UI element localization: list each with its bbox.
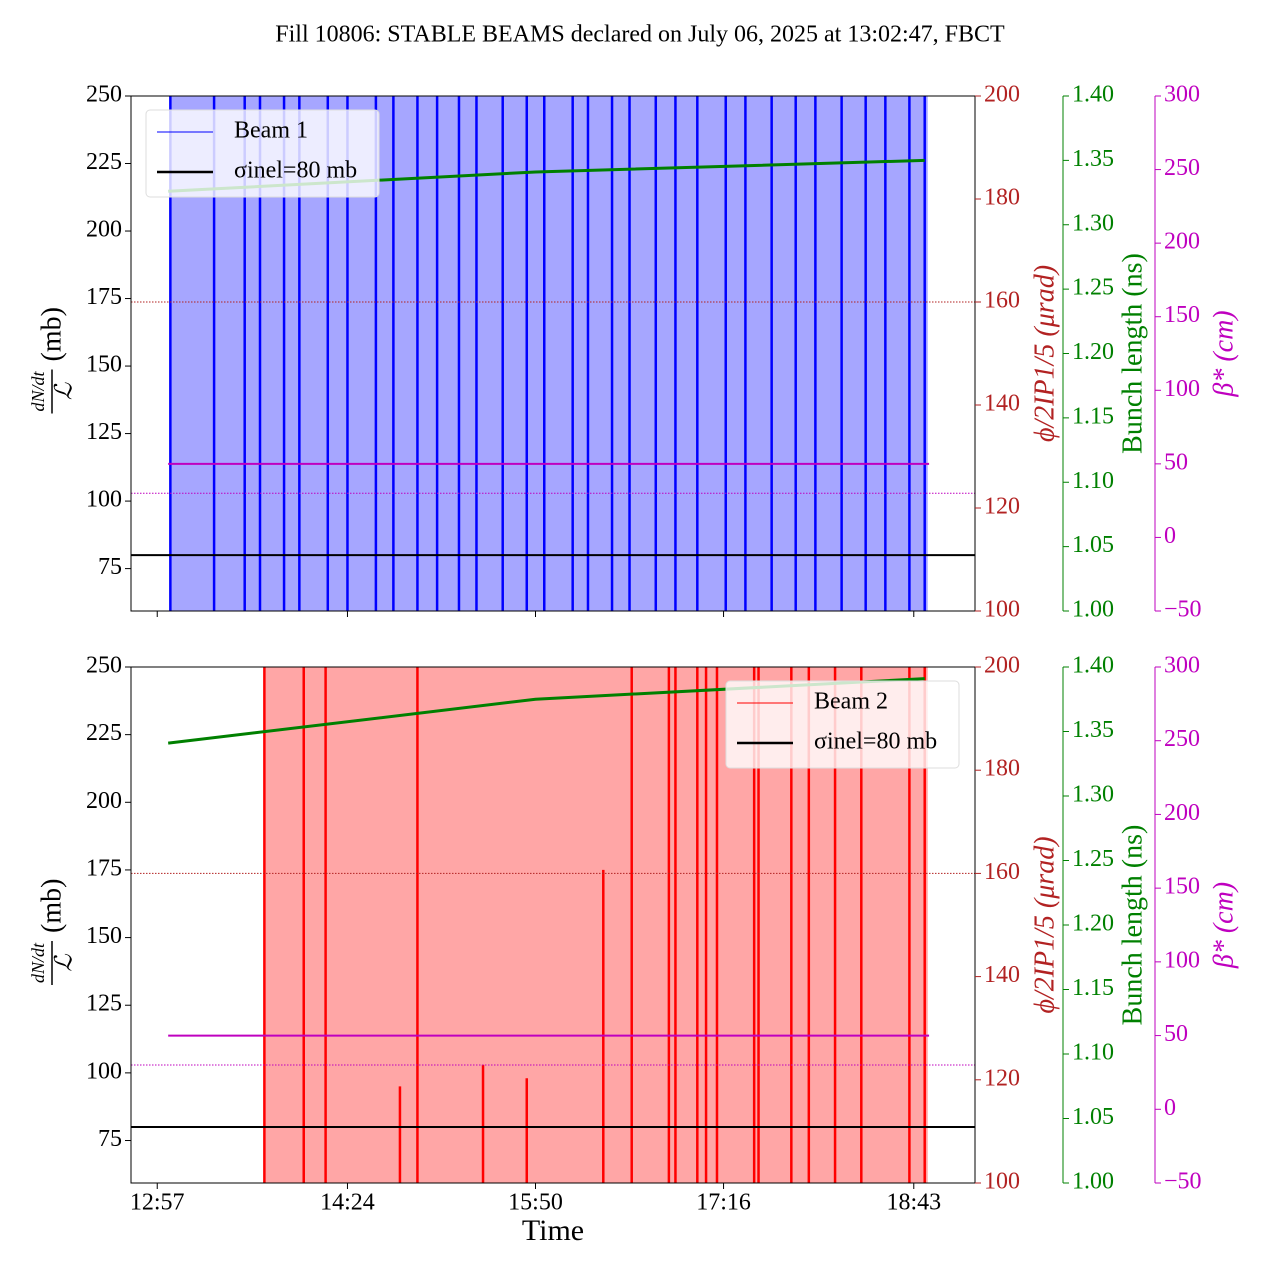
chart-title: Fill 10806: STABLE BEAMS declared on Jul… — [275, 22, 1005, 48]
legend-label: σinel=80 mb — [234, 158, 357, 184]
y-tick-label: 1.30 — [1072, 782, 1114, 808]
y-tick-label: 180 — [984, 185, 1020, 211]
y-tick-label: 125 — [86, 991, 122, 1017]
y-label-numerator: dN/dt — [28, 942, 48, 983]
y-tick-label: 160 — [984, 859, 1020, 885]
y-tick-label: 200 — [984, 653, 1020, 679]
y-label-denominator: ℒ — [52, 382, 78, 400]
y-tick-label: 1.05 — [1072, 532, 1114, 558]
y-tick-label: 1.15 — [1072, 975, 1114, 1001]
y-tick-label: 120 — [984, 1065, 1020, 1091]
legend-label: Beam 1 — [234, 118, 308, 144]
y-tick-label: 1.25 — [1072, 275, 1114, 301]
y-tick-label: 125 — [86, 419, 122, 445]
y-tick-label: 1.20 — [1072, 339, 1114, 365]
y-tick-label: 1.20 — [1072, 911, 1114, 937]
y-tick-label: 100 — [1164, 947, 1200, 973]
y-tick-label: 150 — [86, 352, 122, 378]
y-tick-label: −50 — [1164, 597, 1202, 623]
y-tick-label: 100 — [86, 487, 122, 513]
y-tick-label: 250 — [86, 653, 122, 679]
x-tick-label: 15:50 — [508, 1190, 563, 1216]
y-tick-label: 120 — [984, 494, 1020, 520]
y-tick-label: −50 — [1164, 1169, 1202, 1195]
y-tick-label: 1.10 — [1072, 468, 1114, 494]
y-tick-label: 250 — [86, 82, 122, 108]
y-tick-label: 150 — [1164, 302, 1200, 328]
y3-axis-label: Bunch length (ns) — [1117, 825, 1148, 1026]
y-tick-label: 75 — [98, 554, 122, 580]
y-tick-label: 250 — [1164, 726, 1200, 752]
y-axis-label: dN/dt ℒ (mb) — [28, 879, 78, 985]
y-tick-label: 175 — [86, 855, 122, 881]
y-tick-label: 50 — [1164, 1021, 1188, 1047]
x-tick-label: 17:16 — [696, 1190, 751, 1216]
y2-axis-label: ϕ/2IP1/5 (μrad) — [1029, 836, 1060, 1013]
y-tick-label: 180 — [984, 756, 1020, 782]
x-tick-label: 18:43 — [886, 1190, 941, 1216]
y-tick-label: 175 — [86, 284, 122, 310]
y3-axis-label: Bunch length (ns) — [1117, 253, 1148, 454]
y-tick-label: 1.15 — [1072, 403, 1114, 429]
y-tick-label: 150 — [86, 923, 122, 949]
plot-frame — [130, 666, 976, 1184]
y2-axis-label: ϕ/2IP1/5 (μrad) — [1029, 265, 1060, 442]
y-tick-label: 100 — [984, 1169, 1020, 1195]
y-tick-label: 250 — [1164, 155, 1200, 181]
x-tick-label: 14:24 — [320, 1190, 375, 1216]
y-label-unit: (mb) — [36, 879, 67, 933]
y-tick-label: 1.35 — [1072, 717, 1114, 743]
y-tick-label: 160 — [984, 288, 1020, 314]
y-tick-label: 200 — [1164, 229, 1200, 255]
y-tick-label: 1.30 — [1072, 210, 1114, 236]
y-tick-label: 1.35 — [1072, 146, 1114, 172]
y-label-denominator: ℒ — [52, 954, 78, 972]
legend-label: σinel=80 mb — [814, 729, 937, 755]
y-tick-label: 100 — [1164, 376, 1200, 402]
y-axis-label: dN/dt ℒ (mb) — [28, 307, 78, 414]
y4-axis-label: β* (cm) — [1208, 882, 1239, 969]
y-label-unit: (mb) — [36, 307, 67, 361]
y-tick-label: 200 — [86, 788, 122, 814]
plot-frame — [130, 95, 976, 612]
y-tick-label: 100 — [984, 597, 1020, 623]
y-tick-label: 1.40 — [1072, 82, 1114, 108]
y-tick-label: 225 — [86, 720, 122, 746]
y-tick-label: 1.00 — [1072, 1169, 1114, 1195]
y-tick-label: 0 — [1164, 1095, 1176, 1121]
y-tick-label: 140 — [984, 962, 1020, 988]
y-tick-label: 200 — [984, 82, 1020, 108]
y-tick-label: 0 — [1164, 523, 1176, 549]
y-tick-label: 225 — [86, 149, 122, 175]
y-tick-label: 1.10 — [1072, 1040, 1114, 1066]
y-tick-label: 50 — [1164, 449, 1188, 475]
y-label-numerator: dN/dt — [28, 371, 48, 412]
legend-label: Beam 2 — [814, 689, 888, 715]
x-axis-label: Time — [522, 1214, 584, 1247]
y-tick-label: 140 — [984, 391, 1020, 417]
y-tick-label: 200 — [86, 217, 122, 243]
y-tick-label: 1.40 — [1072, 653, 1114, 679]
x-tick-label: 12:57 — [130, 1190, 185, 1216]
y-tick-label: 200 — [1164, 800, 1200, 826]
y-tick-label: 150 — [1164, 874, 1200, 900]
y-tick-label: 1.05 — [1072, 1104, 1114, 1130]
y4-axis-label: β* (cm) — [1208, 310, 1239, 397]
y-tick-label: 1.00 — [1072, 597, 1114, 623]
y-tick-label: 300 — [1164, 82, 1200, 108]
y-tick-label: 300 — [1164, 653, 1200, 679]
y-tick-label: 100 — [86, 1058, 122, 1084]
y-tick-label: 1.25 — [1072, 846, 1114, 872]
y-tick-label: 75 — [98, 1126, 122, 1152]
